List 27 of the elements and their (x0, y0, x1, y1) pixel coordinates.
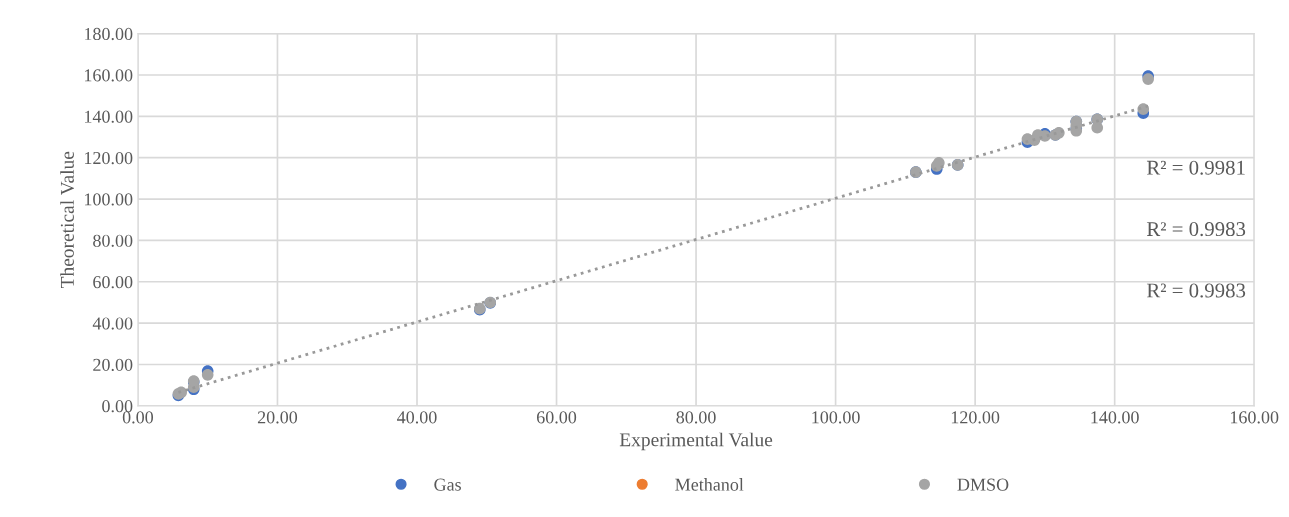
x-tick-label: 160.00 (1230, 411, 1279, 424)
y-tick-label: 80.00 (93, 234, 133, 247)
y-tick-label: 120.00 (85, 151, 133, 165)
legend-label: DMSO (957, 478, 1009, 491)
y-tick-label: 100.00 (85, 193, 133, 206)
legend-label: Gas (434, 478, 461, 491)
x-tick-label: 80.00 (676, 411, 716, 424)
x-axis-title: Experimental Value (619, 432, 773, 451)
x-tick-label: 40.00 (397, 411, 437, 424)
y-tick-label: 60.00 (93, 276, 133, 289)
x-tick-label: 0.00 (122, 411, 154, 424)
y-tick-label: 160.00 (85, 69, 133, 82)
x-tick-label: 100.00 (812, 411, 860, 424)
y-tick-label: 20.00 (93, 358, 133, 372)
y-tick-label: 40.00 (92, 317, 133, 330)
x-tick-label: 60.00 (536, 411, 577, 424)
y-axis-title: Theoretical Value (60, 151, 75, 289)
x-tick-label: 120.00 (951, 411, 1000, 424)
annotation: R² = 0.9983 (1146, 222, 1246, 237)
annotation: R² = 0.9981 (1146, 160, 1245, 175)
y-tick-label: 0.00 (102, 400, 133, 413)
y-tick-label: 180.00 (85, 27, 133, 41)
x-tick-label: 20.00 (257, 411, 298, 424)
y-tick-label: 140.00 (85, 110, 133, 123)
legend-label: Methanol (675, 478, 744, 491)
x-tick-label: 140.00 (1091, 411, 1139, 424)
annotation: R² = 0.9983 (1146, 283, 1246, 298)
